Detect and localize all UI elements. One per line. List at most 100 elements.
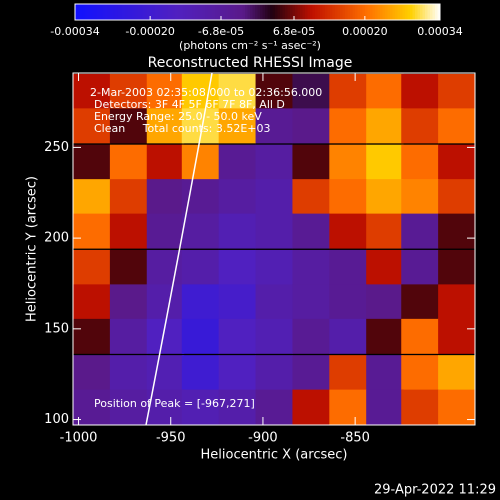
heat-cell — [329, 284, 367, 320]
colorbar-swatch — [77, 4, 81, 20]
heat-cell — [292, 144, 330, 180]
colorbar-swatch — [372, 4, 376, 20]
heat-cell — [73, 318, 111, 354]
colorbar-swatch — [167, 4, 171, 20]
x-tick-label: -950 — [156, 431, 186, 446]
colorbar-swatch — [252, 4, 256, 20]
heat-cell — [255, 284, 293, 320]
heat-cell — [181, 179, 220, 215]
colorbar-swatch — [267, 4, 271, 20]
colorbar-swatch — [107, 4, 111, 20]
colorbar-swatch — [192, 4, 196, 20]
heat-cell — [366, 355, 404, 391]
heat-cell — [366, 249, 404, 285]
heat-cell — [146, 389, 185, 425]
colorbar-swatch — [242, 4, 246, 20]
colorbar-swatch — [135, 4, 138, 20]
colorbar-swatch — [280, 4, 283, 20]
heat-cell — [438, 355, 475, 391]
colorbar-swatch — [180, 4, 183, 20]
colorbar-swatch — [140, 4, 143, 20]
colorbar-swatch — [387, 4, 391, 20]
heat-cell — [255, 355, 293, 391]
heatmap — [73, 73, 475, 425]
colorbar-swatch — [230, 4, 233, 20]
colorbar-swatch — [237, 4, 241, 20]
heat-cell — [146, 73, 185, 109]
heat-cell — [329, 144, 367, 180]
heat-cell — [255, 144, 293, 180]
heat-cell — [366, 73, 404, 109]
heat-cell — [255, 318, 293, 354]
colorbar-swatch — [197, 4, 201, 20]
heat-cell — [73, 355, 111, 391]
heat-cell — [73, 249, 111, 285]
heat-cell — [73, 389, 111, 425]
colorbar-swatch — [335, 4, 338, 20]
colorbar-swatch — [305, 4, 308, 20]
colorbar-swatch — [415, 4, 418, 20]
colorbar-swatch — [435, 4, 438, 20]
colorbar-swatch — [432, 4, 436, 20]
colorbar-swatch — [157, 4, 161, 20]
y-axis-label: Heliocentric Y (arcsec) — [25, 176, 40, 322]
colorbar-swatch — [195, 4, 198, 20]
colorbar-swatch — [175, 4, 178, 20]
colorbar-swatch — [362, 4, 366, 20]
colorbar-swatch — [232, 4, 236, 20]
heat-cell — [73, 144, 111, 180]
heat-cell — [255, 389, 293, 425]
colorbar-swatch — [210, 4, 213, 20]
colorbar-swatch — [82, 4, 86, 20]
colorbar-swatch — [245, 4, 248, 20]
heat-cell — [218, 355, 257, 391]
colorbar-swatch — [152, 4, 156, 20]
heat-cell — [401, 355, 439, 391]
y-tick-label: 150 — [44, 321, 69, 336]
colorbar-swatch — [420, 4, 423, 20]
x-tick-label: -850 — [340, 431, 370, 446]
heat-cell — [255, 73, 293, 109]
colorbar-swatch — [290, 4, 293, 20]
colorbar-swatch — [105, 4, 108, 20]
heat-cell — [109, 73, 148, 109]
heat-cell — [255, 249, 293, 285]
heat-cell — [292, 213, 330, 249]
colorbar-swatch — [205, 4, 208, 20]
colorbar-swatch — [337, 4, 341, 20]
colorbar-swatch — [322, 4, 326, 20]
colorbar-swatch — [225, 4, 228, 20]
colorbar-swatch — [287, 4, 291, 20]
heat-cell — [218, 179, 257, 215]
colorbar-swatch — [407, 4, 411, 20]
colorbar-swatch — [405, 4, 408, 20]
heat-cell — [146, 144, 185, 180]
colorbar-swatch — [170, 4, 173, 20]
colorbar-swatch — [310, 4, 313, 20]
colorbar-swatch — [215, 4, 218, 20]
colorbar-swatch — [92, 4, 96, 20]
colorbar-swatch — [400, 4, 403, 20]
colorbar-swatch — [412, 4, 416, 20]
heat-cell — [218, 213, 257, 249]
colorbar-swatch — [390, 4, 393, 20]
heat-cell — [255, 179, 293, 215]
heat-cell — [438, 73, 475, 109]
solar-limb — [145, 73, 213, 425]
heat-cell — [292, 179, 330, 215]
heat-cell — [438, 318, 475, 354]
heat-cell — [329, 179, 367, 215]
colorbar-swatch — [115, 4, 118, 20]
colorbar-swatch — [302, 4, 306, 20]
colorbar-swatch — [260, 4, 263, 20]
colorbar-swatch — [120, 4, 123, 20]
heat-cell — [181, 213, 220, 249]
heat-cell — [401, 318, 439, 354]
colorbar-swatch — [185, 4, 188, 20]
colorbar-swatch — [190, 4, 193, 20]
colorbar-swatch — [360, 4, 363, 20]
colorbar-swatch — [75, 4, 78, 20]
colorbar-swatch — [165, 4, 168, 20]
colorbar-swatch — [220, 4, 223, 20]
